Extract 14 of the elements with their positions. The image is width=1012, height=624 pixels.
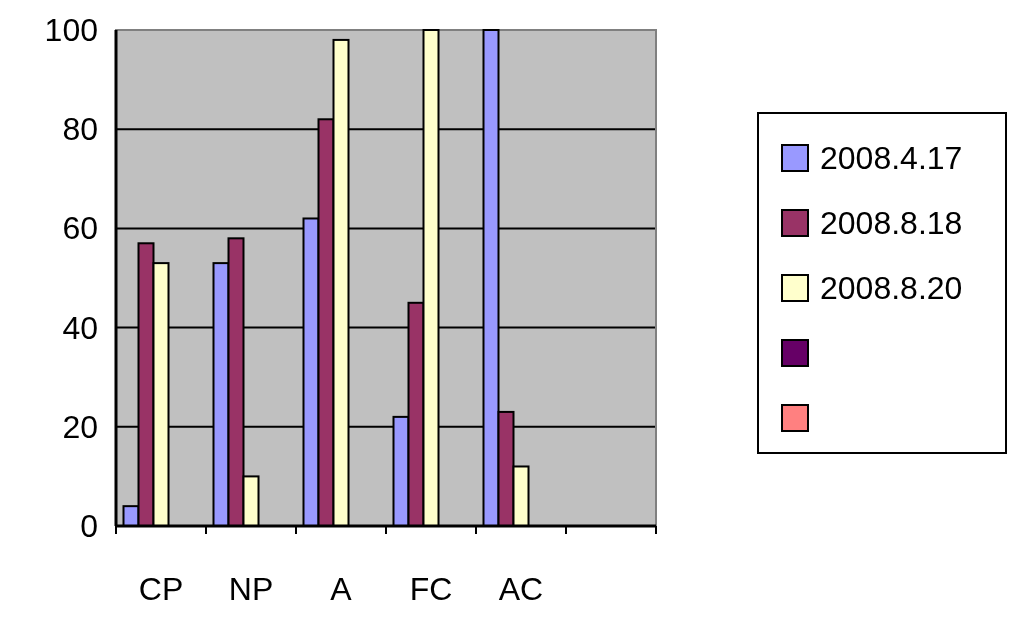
- y-tick-label: 60: [62, 210, 98, 247]
- legend-label: 2008.8.18: [820, 205, 963, 241]
- y-tick-label: 100: [44, 12, 98, 48]
- legend-label: 2008.8.20: [820, 270, 963, 306]
- y-tick-label: 0: [80, 508, 98, 544]
- x-tick-label: AC: [498, 571, 544, 607]
- x-tick-label: A: [330, 571, 353, 607]
- legend-label: 2008.4.17: [820, 140, 963, 176]
- y-tick-label: 40: [62, 309, 98, 346]
- y-tick-label: 20: [62, 408, 98, 445]
- x-tick-label: NP: [228, 571, 274, 607]
- x-tick-label: FC: [409, 571, 453, 607]
- y-tick-label: 80: [62, 111, 98, 148]
- x-tick-label: CP: [138, 571, 184, 607]
